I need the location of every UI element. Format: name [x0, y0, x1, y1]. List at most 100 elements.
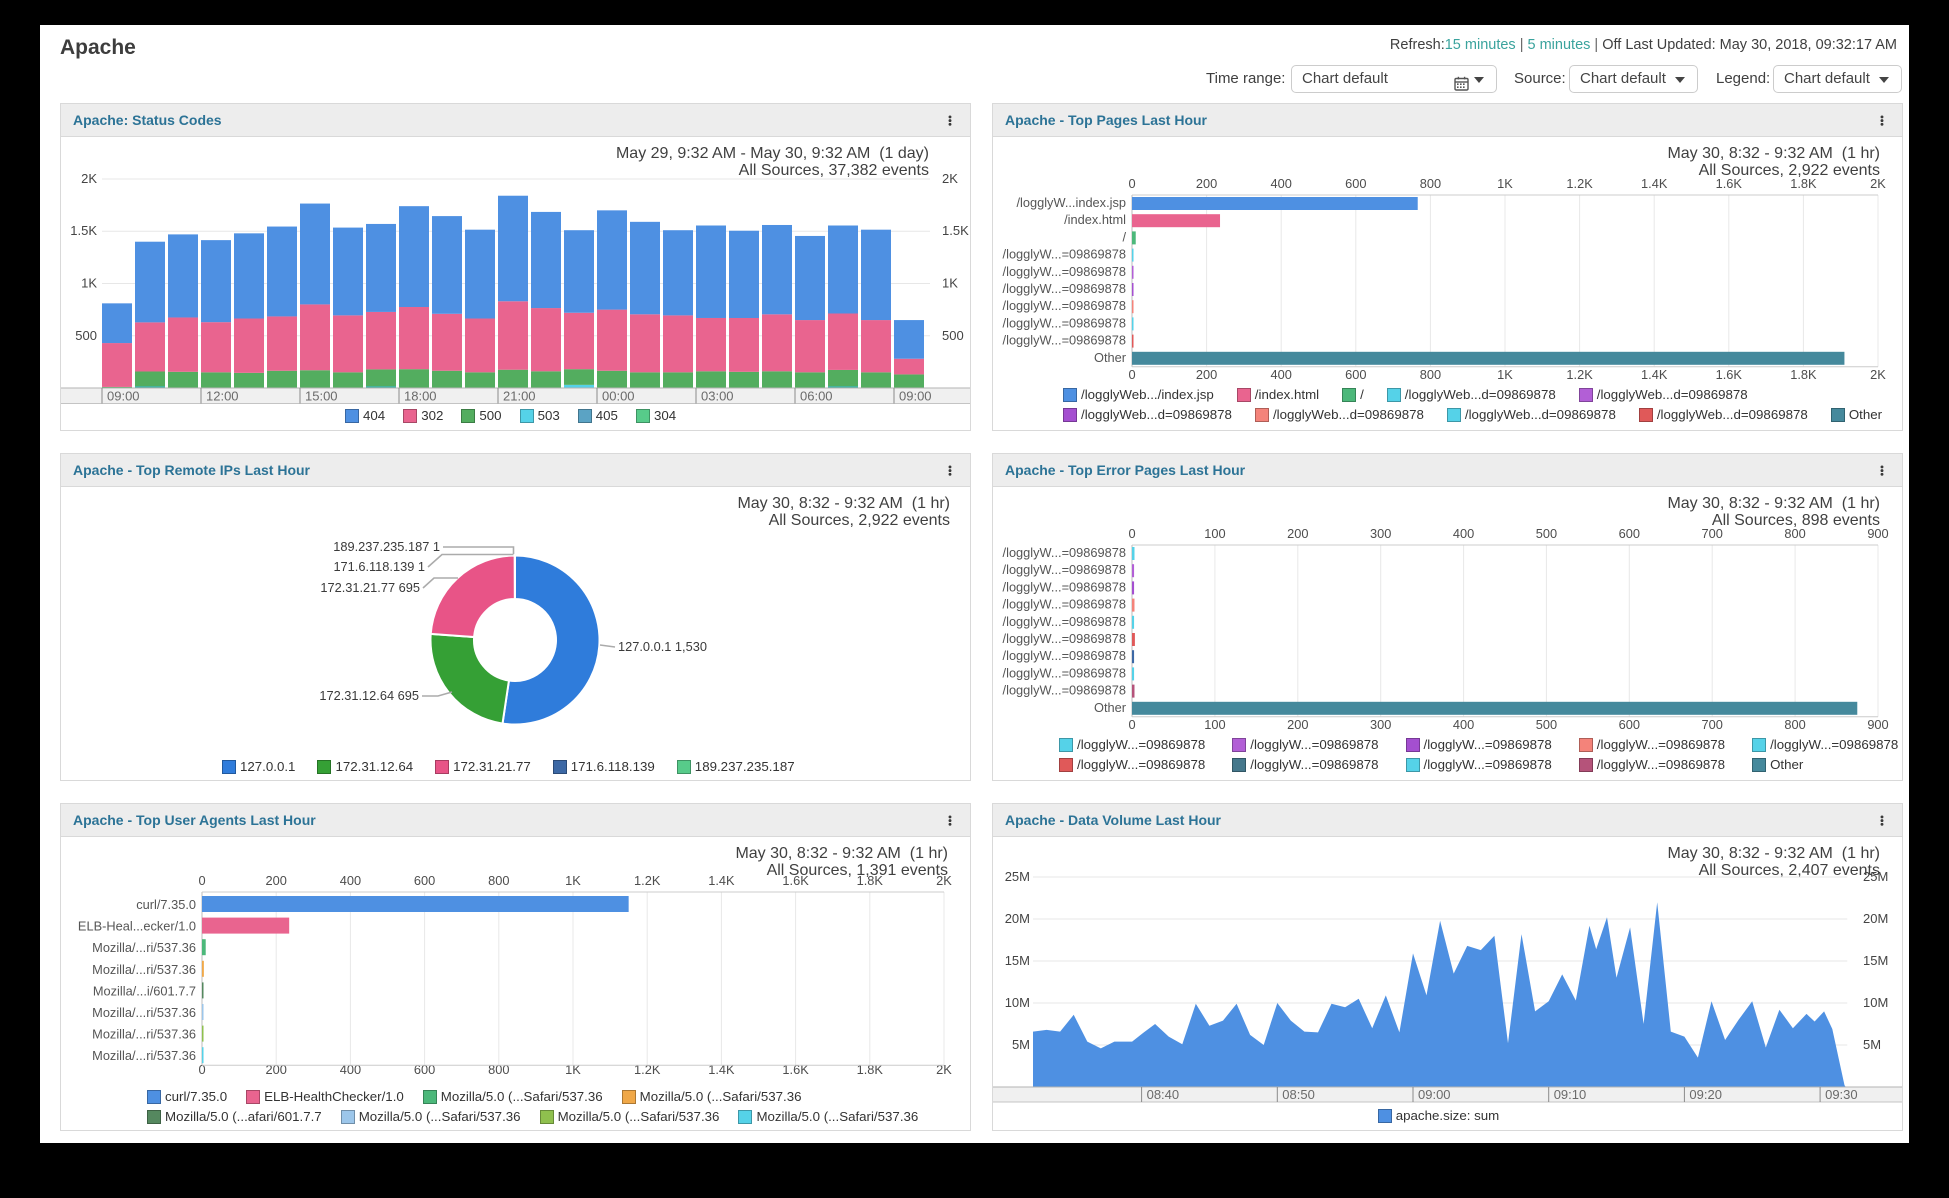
svg-text:600: 600	[414, 873, 435, 888]
svg-text:15M: 15M	[1863, 953, 1888, 968]
svg-text:1K: 1K	[81, 276, 97, 291]
svg-text:May 30, 8:32 - 9:32 AM (1 hr): May 30, 8:32 - 9:32 AM (1 hr)	[1667, 495, 1880, 512]
svg-text:/logglyW...=09869878: /logglyW...=09869878	[1003, 333, 1126, 348]
svg-text:09:20: 09:20	[1689, 1087, 1722, 1102]
svg-text:09:30: 09:30	[1825, 1087, 1858, 1102]
svg-text:600: 600	[1619, 717, 1640, 732]
svg-text:25M: 25M	[1863, 869, 1888, 884]
svg-text:1.8K: 1.8K	[1790, 176, 1817, 191]
svg-text:May 29, 9:32 AM - May 30, 9:32: May 29, 9:32 AM - May 30, 9:32 AM (1 day…	[616, 145, 929, 162]
svg-text:Mozilla/...ri/537.36: Mozilla/...ri/537.36	[92, 1048, 196, 1063]
svg-text:5M: 5M	[1012, 1037, 1030, 1052]
svg-text:800: 800	[1784, 526, 1805, 541]
svg-text:400: 400	[340, 873, 361, 888]
svg-text:1.6K: 1.6K	[1716, 176, 1743, 191]
svg-text:Mozilla/...ri/537.36: Mozilla/...ri/537.36	[92, 940, 196, 955]
svg-text:500: 500	[75, 328, 97, 343]
svg-text:1.2K: 1.2K	[1566, 367, 1593, 382]
svg-text:20M: 20M	[1005, 911, 1030, 926]
svg-text:/logglyW...=09869878: /logglyW...=09869878	[1003, 665, 1126, 680]
svg-text:800: 800	[488, 1062, 509, 1077]
svg-text:600: 600	[1345, 176, 1366, 191]
svg-text:1.2K: 1.2K	[1566, 176, 1593, 191]
svg-text:08:50: 08:50	[1282, 1087, 1315, 1102]
svg-text:900: 900	[1867, 717, 1888, 732]
svg-text:700: 700	[1702, 526, 1723, 541]
svg-text:200: 200	[266, 1062, 287, 1077]
svg-text:200: 200	[1287, 526, 1308, 541]
svg-text:200: 200	[1196, 367, 1217, 382]
svg-text:10M: 10M	[1005, 995, 1030, 1010]
svg-text:189.237.235.187 1: 189.237.235.187 1	[333, 539, 440, 554]
svg-text:400: 400	[1271, 176, 1292, 191]
svg-text:5M: 5M	[1863, 1037, 1881, 1052]
svg-text:20M: 20M	[1863, 911, 1888, 926]
svg-text:300: 300	[1370, 526, 1391, 541]
svg-text:600: 600	[1345, 367, 1366, 382]
svg-text:All Sources, 2,407 events: All Sources, 2,407 events	[1699, 862, 1880, 879]
svg-text:1.2K: 1.2K	[634, 873, 661, 888]
svg-text:2K: 2K	[942, 171, 958, 186]
svg-text:Other: Other	[1094, 700, 1127, 715]
svg-text:400: 400	[1271, 367, 1292, 382]
svg-text:1.4K: 1.4K	[708, 873, 735, 888]
svg-text:1K: 1K	[1497, 176, 1513, 191]
svg-text:/index.html: /index.html	[1064, 212, 1126, 227]
svg-text:All Sources, 37,382 events: All Sources, 37,382 events	[739, 162, 929, 179]
svg-text:15:00: 15:00	[305, 389, 338, 404]
svg-text:1K: 1K	[565, 873, 581, 888]
svg-text:100: 100	[1204, 717, 1225, 732]
svg-text:2K: 2K	[936, 1062, 952, 1077]
svg-text:/logglyW...=09869878: /logglyW...=09869878	[1003, 614, 1126, 629]
svg-text:May 30, 8:32 - 9:32 AM (1 hr): May 30, 8:32 - 9:32 AM (1 hr)	[1667, 145, 1880, 162]
svg-text:1.4K: 1.4K	[1641, 176, 1668, 191]
svg-text:May 30, 8:32 - 9:32 AM (1 hr): May 30, 8:32 - 9:32 AM (1 hr)	[737, 495, 950, 512]
svg-text:0: 0	[198, 1062, 205, 1077]
svg-text:0: 0	[1128, 526, 1135, 541]
svg-text:Mozilla/...ri/537.36: Mozilla/...ri/537.36	[92, 1005, 196, 1020]
svg-text:300: 300	[1370, 717, 1391, 732]
svg-text:200: 200	[1196, 176, 1217, 191]
svg-text:21:00: 21:00	[503, 389, 536, 404]
svg-text:/logglyW...=09869878: /logglyW...=09869878	[1003, 298, 1126, 313]
svg-text:Mozilla/...ri/537.36: Mozilla/...ri/537.36	[92, 1027, 196, 1042]
svg-text:1K: 1K	[565, 1062, 581, 1077]
svg-text:25M: 25M	[1005, 869, 1030, 884]
svg-text:/logglyW...=09869878: /logglyW...=09869878	[1003, 631, 1126, 646]
svg-text:800: 800	[1420, 367, 1441, 382]
svg-text:800: 800	[1784, 717, 1805, 732]
svg-text:172.31.21.77 695: 172.31.21.77 695	[320, 580, 420, 595]
svg-text:18:00: 18:00	[404, 389, 437, 404]
svg-text:1.8K: 1.8K	[857, 1062, 884, 1077]
svg-text:/logglyW...=09869878: /logglyW...=09869878	[1003, 683, 1126, 698]
svg-text:2K: 2K	[1870, 367, 1886, 382]
svg-text:/logglyW...=09869878: /logglyW...=09869878	[1003, 247, 1126, 262]
svg-text:400: 400	[1453, 717, 1474, 732]
svg-text:800: 800	[1420, 176, 1441, 191]
svg-text:400: 400	[1453, 526, 1474, 541]
svg-text:200: 200	[266, 873, 287, 888]
svg-text:08:40: 08:40	[1147, 1087, 1180, 1102]
svg-text:1.6K: 1.6K	[782, 873, 809, 888]
svg-text:0: 0	[198, 873, 205, 888]
svg-text:/logglyW...=09869878: /logglyW...=09869878	[1003, 562, 1126, 577]
svg-text:200: 200	[1287, 717, 1308, 732]
svg-text:12:00: 12:00	[206, 389, 239, 404]
svg-text:May 30, 8:32 - 9:32 AM (1 hr): May 30, 8:32 - 9:32 AM (1 hr)	[735, 845, 948, 862]
svg-text:1.6K: 1.6K	[1716, 367, 1743, 382]
svg-text:127.0.0.1 1,530: 127.0.0.1 1,530	[618, 639, 707, 654]
svg-text:1K: 1K	[942, 276, 958, 291]
svg-text:1.4K: 1.4K	[1641, 367, 1668, 382]
svg-text:curl/7.35.0: curl/7.35.0	[136, 897, 196, 912]
svg-text:06:00: 06:00	[800, 389, 833, 404]
svg-text:900: 900	[1867, 526, 1888, 541]
svg-text:00:00: 00:00	[602, 389, 635, 404]
svg-text:1.2K: 1.2K	[634, 1062, 661, 1077]
svg-text:1.6K: 1.6K	[782, 1062, 809, 1077]
svg-text:2K: 2K	[81, 171, 97, 186]
svg-text:All Sources, 2,922 events: All Sources, 2,922 events	[1699, 162, 1880, 179]
svg-text:500: 500	[1536, 526, 1557, 541]
svg-text:Mozilla/...i/601.7.7: Mozilla/...i/601.7.7	[93, 983, 196, 998]
svg-text:172.31.12.64 695: 172.31.12.64 695	[319, 688, 419, 703]
svg-text:15M: 15M	[1005, 953, 1030, 968]
